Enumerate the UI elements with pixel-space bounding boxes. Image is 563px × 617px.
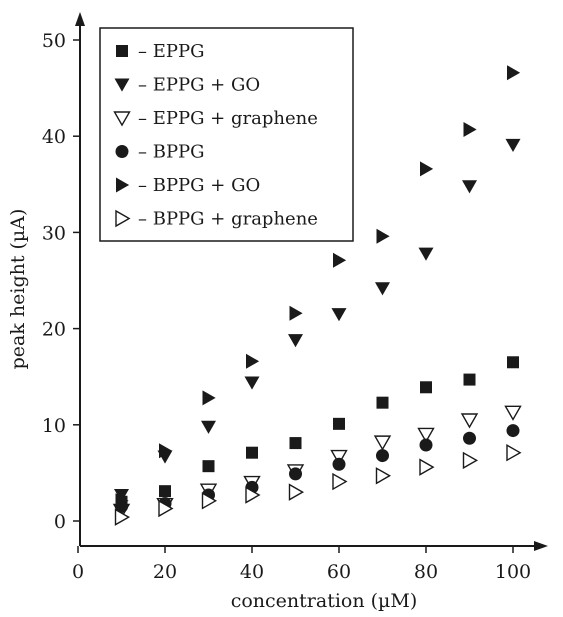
data-point [332, 457, 346, 471]
legend-entry: – EPPG [116, 41, 204, 62]
data-points [112, 65, 522, 526]
data-point [330, 449, 348, 466]
data-point [462, 180, 477, 194]
data-point [504, 405, 522, 421]
y-tick-label: 50 [42, 30, 66, 52]
data-point [419, 438, 433, 452]
data-point [201, 420, 216, 434]
data-point [507, 356, 519, 369]
data-point [463, 431, 476, 445]
data-point [289, 467, 302, 481]
x-axis-title: concentration (µM) [231, 590, 418, 612]
legend-entry: – EPPG + graphene [113, 108, 318, 129]
y-axis-arrow [75, 12, 85, 26]
legend-label: – EPPG + GO [138, 75, 260, 96]
y-tick-label: 0 [54, 511, 66, 533]
data-point [376, 449, 389, 463]
data-point [114, 489, 129, 503]
data-point [418, 247, 434, 261]
axes [75, 12, 548, 551]
y-tick-label: 40 [42, 126, 66, 148]
x-axis-arrow [534, 541, 548, 551]
y-ticks: 0 10 20 30 40 50 [42, 30, 80, 533]
series-5 [115, 65, 521, 509]
data-point [506, 443, 522, 462]
data-point [201, 492, 218, 510]
legend-label: – EPPG [138, 41, 204, 62]
data-point [420, 161, 434, 177]
data-point [376, 396, 389, 409]
data-point [376, 228, 390, 244]
data-point [159, 443, 173, 459]
data-point [507, 65, 521, 81]
legend-entry: – BPPG [115, 142, 205, 163]
legend-label: – BPPG [138, 142, 205, 163]
legend-marker [113, 111, 131, 127]
series-3 [112, 405, 522, 519]
legend-label: – BPPG + GO [138, 175, 260, 196]
data-point [158, 499, 174, 518]
data-point [244, 376, 260, 390]
series-6 [114, 443, 522, 526]
data-point [289, 305, 303, 321]
legend-label: – BPPG + graphene [138, 209, 318, 230]
legend-entry: – EPPG + GO [114, 75, 260, 96]
x-tick-label: 0 [72, 561, 84, 583]
data-point [463, 373, 476, 386]
data-point [246, 353, 260, 369]
data-point [115, 493, 129, 509]
x-tick-label: 80 [414, 561, 438, 583]
legend-label: – EPPG + graphene [138, 108, 318, 129]
legend-marker [116, 177, 130, 193]
data-point [463, 121, 477, 137]
data-point [333, 417, 345, 430]
data-point [373, 435, 392, 451]
legend-marker [115, 145, 129, 158]
series-1 [115, 356, 519, 508]
data-point [245, 486, 261, 504]
data-point [288, 483, 305, 501]
legend-entry: – BPPG + graphene [115, 209, 318, 230]
data-point [375, 282, 390, 296]
x-tick-label: 100 [495, 561, 531, 583]
x-tick-label: 60 [327, 561, 351, 583]
data-point [159, 485, 171, 498]
data-point [417, 427, 435, 443]
data-point [506, 424, 520, 438]
data-point [332, 472, 348, 491]
legend-entry: – BPPG + GO [116, 175, 260, 196]
data-point [289, 437, 302, 450]
series-4 [115, 424, 520, 514]
data-point [462, 451, 479, 470]
legend-marker [114, 78, 130, 92]
series-2 [114, 138, 521, 503]
x-ticks: 0 20 40 60 80 100 [72, 546, 531, 583]
x-tick-label: 20 [153, 561, 177, 583]
data-point [375, 467, 392, 485]
y-tick-label: 10 [42, 415, 66, 437]
data-point [288, 334, 303, 348]
legend-marker [116, 45, 128, 57]
y-tick-label: 30 [42, 222, 66, 244]
legend: – EPPG – EPPG + GO – EPPG + graphene – BPPG… [99, 27, 354, 242]
data-point [505, 138, 521, 152]
data-point [331, 308, 347, 322]
data-point [114, 508, 131, 526]
data-point [420, 381, 432, 394]
legend-box [99, 27, 354, 242]
data-point [202, 460, 215, 473]
data-point [333, 252, 347, 268]
data-point [460, 413, 479, 429]
x-tick-label: 40 [240, 561, 264, 583]
data-point [246, 446, 258, 459]
legend-marker [115, 209, 131, 228]
data-point [202, 390, 216, 406]
y-tick-label: 20 [42, 319, 66, 341]
y-axis-title: peak height (µA) [7, 209, 29, 370]
data-point [419, 458, 435, 476]
